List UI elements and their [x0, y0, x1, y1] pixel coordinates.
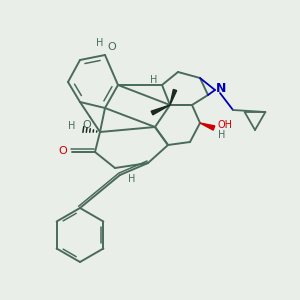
Text: O: O — [58, 146, 68, 156]
Text: H: H — [218, 130, 226, 140]
Polygon shape — [170, 89, 177, 105]
Text: H: H — [128, 174, 136, 184]
Text: H: H — [150, 75, 158, 85]
Text: O: O — [108, 42, 116, 52]
Text: N: N — [216, 82, 226, 94]
Text: OH: OH — [218, 120, 232, 130]
Text: O: O — [82, 120, 91, 130]
Polygon shape — [151, 105, 170, 115]
Polygon shape — [200, 123, 215, 130]
Text: H: H — [68, 121, 76, 131]
Text: H: H — [96, 38, 104, 48]
